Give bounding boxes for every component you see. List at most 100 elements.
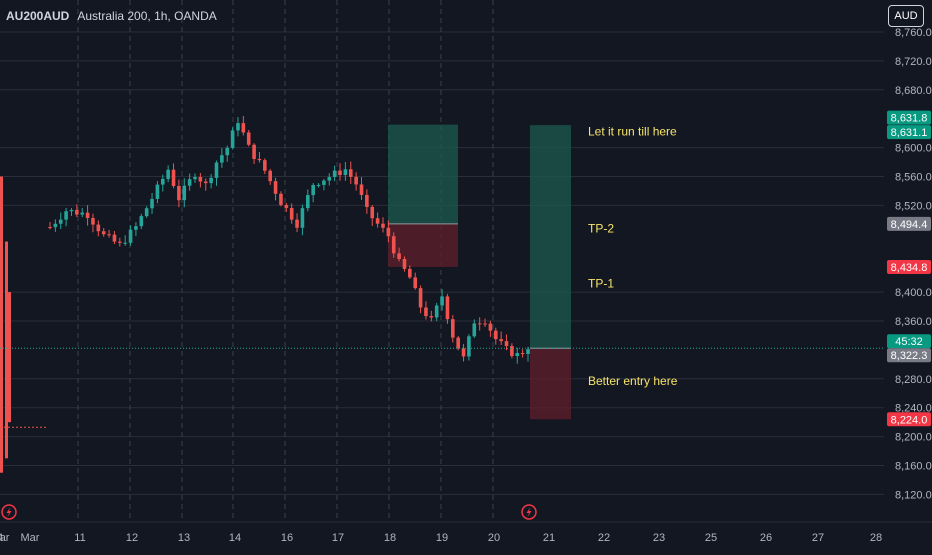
x-tick-label: 16 bbox=[281, 532, 293, 544]
candle-body bbox=[139, 216, 144, 227]
candle-body bbox=[375, 218, 380, 224]
symbol-name[interactable]: AU200AUD bbox=[6, 9, 70, 23]
candle-body bbox=[504, 341, 509, 347]
price-tag bbox=[887, 412, 931, 427]
candle-body bbox=[160, 178, 165, 185]
candle-body bbox=[429, 316, 434, 318]
candle-body bbox=[305, 195, 310, 209]
candle bbox=[5, 241, 8, 459]
annotation-label: TP-1 bbox=[588, 276, 614, 290]
x-tick-label: 19 bbox=[436, 532, 448, 544]
candle-body bbox=[220, 155, 224, 163]
position-target-zone[interactable] bbox=[530, 125, 571, 349]
candle-body bbox=[144, 208, 149, 217]
candle-body bbox=[467, 336, 471, 357]
candle-body bbox=[456, 337, 460, 349]
candle-body bbox=[64, 211, 68, 220]
candle-body bbox=[80, 212, 85, 215]
candle-body bbox=[343, 169, 348, 175]
price-axis[interactable]: 8,760.0 8,720.0 8,680.0 8,600.0 8,560.0 8,520… bbox=[884, 0, 932, 550]
price-tag bbox=[887, 125, 931, 140]
candle-body bbox=[48, 227, 52, 229]
candle-body bbox=[58, 219, 63, 224]
candle-body bbox=[391, 236, 396, 254]
position-stop-zone[interactable] bbox=[530, 348, 571, 420]
price-tag bbox=[887, 216, 931, 231]
y-tick-label: 8,680.0 bbox=[895, 85, 932, 97]
y-tick-label: 8,360.0 bbox=[895, 316, 932, 328]
y-tick-label: 8,240.0 bbox=[895, 403, 932, 415]
candle-body bbox=[257, 158, 262, 161]
candle-body bbox=[338, 170, 342, 175]
candle-body bbox=[424, 307, 428, 317]
candle-body bbox=[177, 186, 181, 201]
candle-body bbox=[225, 147, 230, 156]
candle-body bbox=[209, 177, 213, 184]
x-tick-label: 11 bbox=[74, 532, 85, 544]
candle-body bbox=[193, 177, 197, 180]
candle-body bbox=[327, 177, 332, 181]
price-tag-label: 8,322.3 bbox=[891, 350, 928, 362]
candle-body bbox=[493, 330, 498, 340]
price-tag-label: 8,494.4 bbox=[891, 219, 928, 231]
price-tag bbox=[887, 110, 931, 125]
candle-body bbox=[359, 184, 364, 195]
x-tick-label: 17 bbox=[332, 532, 344, 544]
candle bbox=[0, 176, 3, 473]
candle-body bbox=[408, 268, 412, 278]
symbol-title[interactable]: AU200AUD Australia 200, 1h, OANDA bbox=[6, 9, 217, 23]
position-stop-zone[interactable] bbox=[388, 223, 458, 267]
candle-body bbox=[354, 176, 358, 185]
candle-body bbox=[365, 194, 369, 207]
annotation-label: TP-2 bbox=[588, 222, 614, 236]
candle-body bbox=[526, 349, 530, 355]
y-tick-label: 8,200.0 bbox=[895, 432, 932, 444]
position-zones[interactable] bbox=[388, 124, 571, 420]
candle-body bbox=[187, 179, 192, 186]
x-tick-label: 18 bbox=[384, 532, 396, 544]
price-tag-label: 8,631.8 bbox=[891, 113, 928, 125]
x-tick-label: 26 bbox=[760, 532, 772, 544]
candle-body bbox=[510, 346, 514, 357]
annotations: Let it run till here TP-2 TP-1 Better entry… bbox=[588, 125, 678, 388]
candle-body bbox=[203, 181, 208, 184]
candle-body bbox=[515, 353, 520, 357]
candle-body bbox=[477, 323, 482, 325]
time-axis[interactable]: Mar11121314161718192021222325262728Mar4 bbox=[0, 521, 932, 550]
candle-body bbox=[332, 170, 337, 178]
candle-body bbox=[75, 209, 79, 215]
candle-body bbox=[150, 198, 154, 209]
time-axis-bg bbox=[0, 522, 884, 550]
candle-body bbox=[198, 177, 203, 182]
candle-body bbox=[413, 277, 418, 289]
candle-body bbox=[370, 206, 375, 219]
candle-body bbox=[53, 223, 58, 228]
candle-body bbox=[483, 323, 487, 325]
x-tick-label: 14 bbox=[229, 532, 241, 544]
candle-body bbox=[128, 229, 133, 243]
y-tick-label: 8,400.0 bbox=[895, 287, 932, 299]
candle-body bbox=[96, 224, 101, 232]
x-tick-label: 20 bbox=[488, 532, 500, 544]
currency-button[interactable]: AUD bbox=[888, 5, 924, 27]
candle-body bbox=[348, 169, 353, 177]
position-target-zone[interactable] bbox=[388, 124, 458, 224]
annotation-label: Better entry here bbox=[588, 374, 678, 388]
candle-body bbox=[69, 209, 74, 212]
x-tick-label: Mar bbox=[21, 532, 40, 544]
candle-body bbox=[241, 123, 246, 133]
candle-body bbox=[236, 123, 240, 131]
tradingview-lightning-icon bbox=[521, 504, 537, 520]
candle-body bbox=[402, 258, 407, 269]
x-tick-label: 21 bbox=[543, 532, 555, 544]
candle bbox=[8, 292, 11, 423]
candle-body bbox=[440, 296, 444, 306]
x-tick-label: 22 bbox=[598, 532, 610, 544]
x-tick-label: 4 bbox=[0, 532, 3, 544]
candle-body bbox=[246, 132, 251, 145]
y-tick-label: 8,560.0 bbox=[895, 172, 932, 184]
candle-body bbox=[381, 223, 385, 228]
price-tag bbox=[887, 348, 931, 363]
